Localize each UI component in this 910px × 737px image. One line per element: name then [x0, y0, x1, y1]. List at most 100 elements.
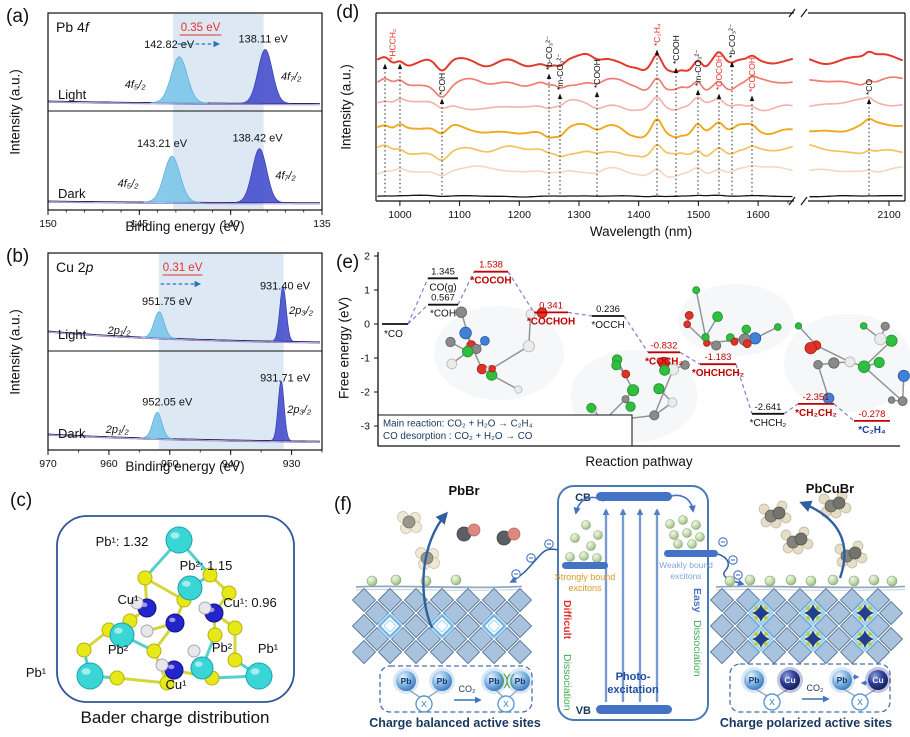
polarized-star: [804, 630, 822, 648]
species-label: *CO: [384, 329, 403, 340]
pathway-connector: [407, 278, 429, 325]
weak-exciton-label: excitons: [670, 571, 701, 581]
lattice-cell: [390, 600, 416, 626]
model-atom: [649, 410, 660, 421]
lattice-cell: [351, 613, 377, 639]
metal-label: Pb: [749, 675, 760, 685]
yellow-atom: [76, 642, 92, 658]
model-atom: [455, 306, 468, 318]
co2-label: CO₂: [807, 683, 825, 693]
polarized-dot: [764, 616, 768, 620]
vb-bar: [596, 705, 672, 714]
lattice-cell: [826, 626, 852, 652]
species-label: *OHCHCH₂: [692, 368, 744, 379]
atom-highlight: [250, 668, 260, 675]
spectrum-curve: [377, 51, 793, 73]
polarized-dot: [868, 642, 872, 646]
spectrum-curve: [809, 166, 903, 173]
cyan-atom: [190, 656, 214, 680]
lattice-cell: [865, 613, 891, 639]
xps-peak: [239, 49, 291, 104]
x-tick-label: 1200: [508, 209, 532, 221]
panel-c-structure: Pb¹: 1.32 Pb²: 1.15 Cu¹ Cu¹: 0.96 Pb² Pb² Pb¹ P…: [26, 515, 295, 703]
model-atom: [794, 322, 803, 330]
cyan-atom: [245, 662, 273, 690]
yellow-atom: [137, 570, 153, 586]
lattice-cell: [761, 613, 787, 639]
x-tick-label: 960: [100, 458, 118, 470]
reaction-main: Main reaction: CO₂ + H₂O → C₂H₄: [383, 419, 533, 430]
bond: [116, 676, 168, 685]
exciton-ball: [678, 515, 688, 525]
orbital-label: 2p₃/₂: [288, 305, 314, 317]
polarized-star: [804, 604, 822, 622]
peak-value-label: 931.40 eV: [260, 280, 311, 292]
model-atom: [885, 334, 898, 347]
peak-value-label: 952.05 eV: [142, 396, 193, 408]
lattice-cell: [468, 626, 494, 652]
h-atom: [758, 503, 770, 515]
pathway-connector: [833, 403, 855, 422]
shift-label: 0.31 eV: [163, 262, 203, 274]
charge-label: Pb²: [212, 640, 233, 655]
y-tick-label: 0: [364, 319, 370, 331]
panel-c-caption: Bader charge distribution: [80, 708, 270, 727]
x-tick-label: 940: [222, 458, 240, 470]
atom-highlight: [169, 617, 176, 623]
spectrum-curve: [377, 75, 793, 98]
charge-label: Pb¹: 1.32: [96, 534, 149, 549]
exciton-ball: [805, 575, 817, 587]
model-atom: [522, 340, 535, 353]
polarized-dot: [816, 642, 820, 646]
species-label: *OCCH: [591, 320, 624, 331]
lattice-cell: [507, 613, 533, 639]
lattice-cell: [735, 587, 761, 613]
vacancy-cell: [435, 619, 449, 633]
model-atom: [621, 369, 631, 379]
polarized-dot: [764, 606, 768, 610]
exciton-ball: [565, 552, 575, 562]
panel-f-scheme: Pb Pb X CO₂ Pb Pb X CB VB Photo-excitation Strongl…: [351, 485, 906, 721]
molecule-bond: [863, 366, 904, 402]
vacancy-cell: [430, 614, 454, 638]
exciton-ball: [366, 575, 378, 587]
marker-arrow: [866, 98, 872, 104]
energy-value: -0.832: [651, 340, 678, 351]
exciton-ball: [669, 530, 679, 540]
charge-label: Cu¹: 0.96: [223, 595, 276, 610]
model-atom: [621, 395, 630, 404]
condition-label: Light: [58, 87, 87, 102]
x-tick-label: 1100: [448, 209, 471, 221]
lattice-cell: [865, 587, 891, 613]
lattice-cell: [774, 626, 800, 652]
baseline-trace: [47, 201, 320, 205]
species-label: *CHCH₂: [750, 418, 787, 429]
pathway-connector: [735, 364, 753, 414]
xps-peak: [140, 411, 174, 440]
peak-value-label: 142.82 eV: [144, 39, 195, 51]
xps-peak: [143, 155, 201, 203]
molecule-bond: [489, 345, 530, 371]
spectrum-curve: [809, 76, 903, 86]
model-atom: [828, 357, 840, 369]
exciton-ball: [390, 574, 402, 586]
metal-ball: [432, 671, 452, 691]
lattice-cell: [364, 626, 390, 652]
x-tick-label: 150: [39, 218, 57, 230]
polarized-dot: [754, 642, 758, 646]
x-tick-label: 970: [39, 458, 57, 470]
molecule-bond: [653, 369, 674, 416]
marker-arrow: [557, 93, 563, 99]
energy-value: -2.641: [755, 402, 782, 413]
panel-f-tag: (f): [334, 494, 352, 515]
metal-ball: [744, 670, 764, 690]
panel-a-xlabel: Binding energy (eV): [125, 219, 245, 234]
yellow-atom: [221, 585, 237, 601]
pathway-connector: [623, 315, 649, 353]
lattice-cell: [442, 626, 468, 652]
species-label: *COCHOH: [527, 316, 575, 327]
model-atom: [873, 357, 885, 369]
metal-ball: [868, 670, 888, 690]
axis-break: [788, 8, 796, 18]
exciton-ball: [868, 574, 880, 586]
